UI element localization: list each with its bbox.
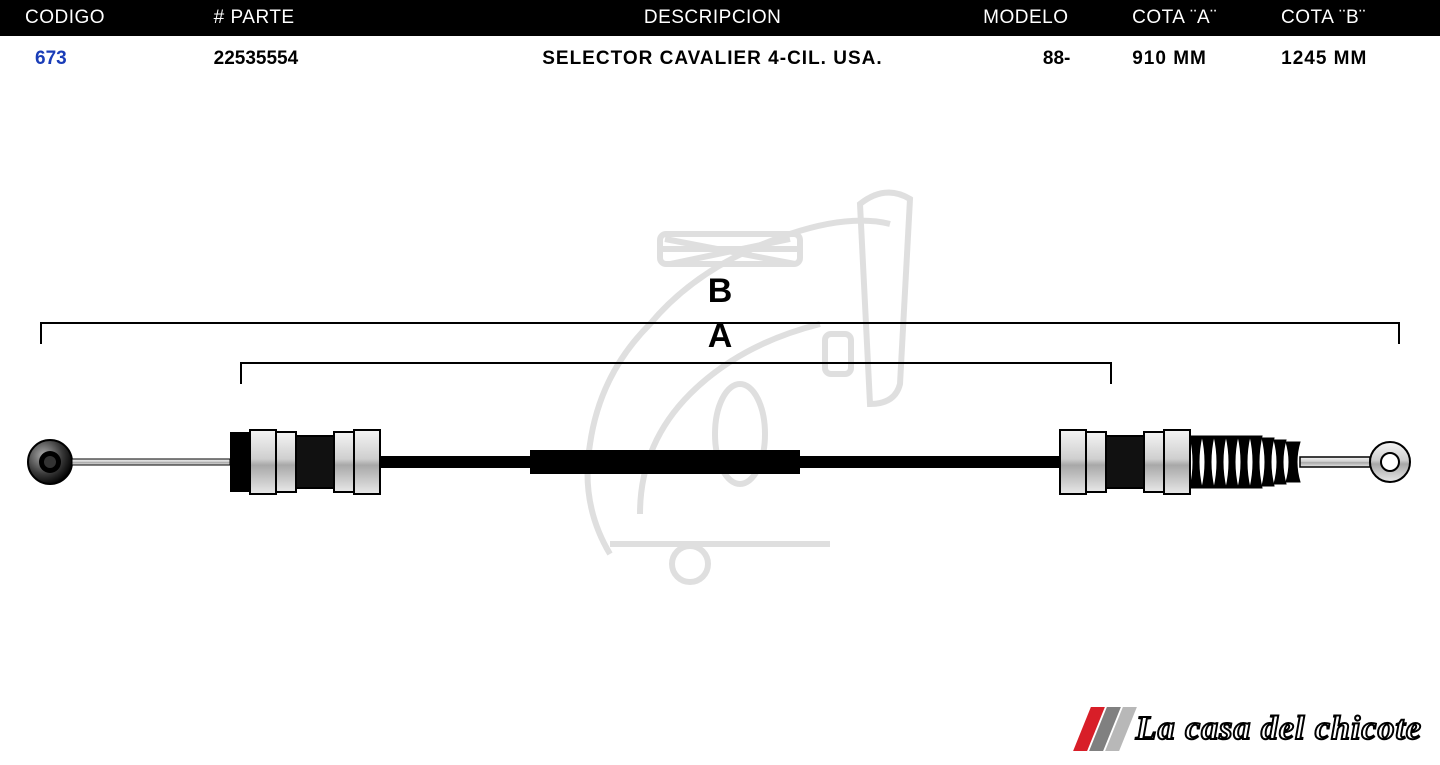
- cable-drawing: [0, 402, 1440, 522]
- table-header: CODIGO # PARTE DESCRIPCION MODELO COTA ¨…: [0, 0, 1440, 36]
- header-parte: # PARTE: [214, 7, 442, 29]
- brand-stripes-icon: [1082, 707, 1130, 751]
- header-modelo: MODELO: [983, 7, 1132, 29]
- brand-text: La casa del chicote: [1136, 710, 1422, 748]
- header-cota-a: COTA ¨A¨: [1132, 7, 1281, 29]
- header-descripcion: DESCRIPCION: [442, 7, 983, 29]
- diagram-area: B A: [0, 122, 1440, 682]
- value-modelo: 88-: [983, 48, 1132, 70]
- header-codigo: CODIGO: [10, 7, 214, 29]
- value-descripcion: SELECTOR CAVALIER 4-CIL. USA.: [442, 48, 983, 70]
- value-parte: 22535554: [214, 48, 442, 70]
- dimension-bracket-b: [40, 322, 1400, 342]
- brand-logo: La casa del chicote: [1082, 707, 1422, 751]
- value-cota-a: 910 MM: [1132, 48, 1281, 70]
- value-cota-b: 1245 MM: [1281, 48, 1430, 70]
- table-row: 673 22535554 SELECTOR CAVALIER 4-CIL. US…: [0, 36, 1440, 82]
- value-codigo: 673: [10, 48, 214, 70]
- dimension-label-b: B: [708, 272, 733, 311]
- header-cota-b: COTA ¨B¨: [1281, 7, 1430, 29]
- dimension-bracket-a: [240, 362, 1112, 382]
